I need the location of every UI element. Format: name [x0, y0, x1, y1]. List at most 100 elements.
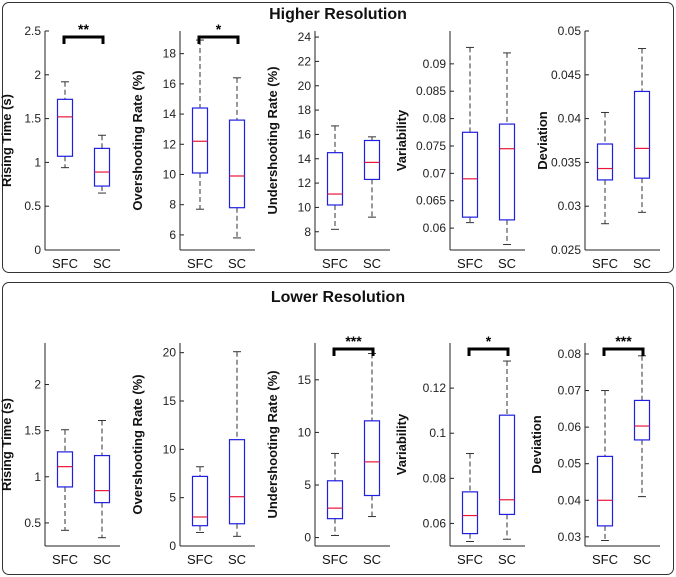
y-tick-label: 0.06 — [423, 516, 447, 530]
y-tick-label: 0.09 — [423, 57, 447, 71]
x-tick-label: SC — [228, 552, 246, 567]
box-iqr — [633, 90, 651, 179]
y-tick-label: 10 — [298, 425, 312, 439]
y-axis-label: Deviation — [529, 415, 544, 474]
y-tick-label: 0.03 — [558, 199, 582, 213]
y-tick-label: 0.075 — [416, 139, 446, 153]
subplot-7: 0 5 10 15 20 Overshooting Rate (%) SFC SC — [130, 343, 255, 567]
y-tick-label: 24 — [298, 30, 312, 44]
box-iqr — [633, 399, 651, 441]
y-tick-label: 0.5 — [24, 199, 41, 213]
y-tick-label: 0.045 — [551, 68, 581, 82]
box-iqr — [498, 123, 516, 221]
y-tick-label: 18 — [298, 103, 312, 117]
significance-stars: *** — [615, 333, 632, 349]
y-tick-label: 0 — [304, 531, 311, 545]
higher-resolution-panel — [2, 2, 674, 273]
x-tick-label: SC — [633, 256, 651, 271]
y-tick-label: 1.5 — [24, 424, 41, 438]
y-tick-label: 2.5 — [24, 24, 41, 38]
y-tick-label: 16 — [298, 127, 312, 141]
y-tick-label: 0.08 — [423, 471, 447, 485]
x-tick-label: SFC — [457, 256, 483, 271]
y-tick-label: 0.035 — [551, 155, 581, 169]
x-tick-label: SFC — [592, 552, 618, 567]
significance-stars: *** — [345, 333, 362, 349]
y-axis-label: Rising Time (s) — [0, 94, 14, 187]
y-axis-label: Rising Time (s) — [0, 398, 14, 491]
subplot-4: 0.06 0.065 0.07 0.075 0.08 0.085 0.09 Variabili… — [394, 31, 525, 271]
y-tick-label: 2 — [34, 68, 41, 82]
y-tick-label: 14 — [163, 107, 177, 121]
y-tick-label: 0 — [169, 539, 176, 553]
box-iqr — [93, 147, 111, 187]
box-iqr — [228, 119, 246, 209]
y-tick-label: 0.025 — [551, 243, 581, 257]
box-iqr — [596, 143, 614, 181]
significance-bracket — [197, 35, 240, 44]
subplot-2: 6 8 10 12 14 16 18 Overshooting Rate (%) SFC SC * — [130, 21, 255, 271]
y-tick-label: 15 — [298, 373, 312, 387]
y-tick-label: 12 — [163, 137, 177, 151]
panel-title-higher: Higher Resolution — [269, 6, 407, 23]
box-iqr — [56, 451, 74, 488]
subplot-8: 0 5 10 15 Undershooting Rate (%) SFC SC *** — [265, 333, 390, 567]
box-iqr — [326, 480, 344, 520]
box-iqr — [326, 152, 344, 206]
significance-bracket — [62, 35, 105, 44]
box-iqr — [191, 107, 209, 174]
subplot-1: 0 0.5 1 1.5 2 2.5 Rising Time (s) SFC SC ** — [0, 21, 120, 271]
y-tick-label: 10 — [163, 167, 177, 181]
box-iqr — [596, 455, 614, 527]
x-tick-label: SC — [228, 256, 246, 271]
x-tick-label: SC — [363, 256, 381, 271]
y-tick-label: 1.5 — [24, 112, 41, 126]
y-tick-label: 18 — [163, 47, 177, 61]
box-iqr — [228, 439, 246, 525]
y-tick-label: 12 — [298, 176, 312, 190]
y-tick-label: 0.06 — [423, 221, 447, 235]
x-tick-label: SC — [498, 256, 516, 271]
y-tick-label: 0 — [34, 243, 41, 257]
x-tick-label: SC — [363, 552, 381, 567]
y-tick-label: 0.05 — [558, 24, 582, 38]
x-tick-label: SFC — [322, 552, 348, 567]
box-iqr — [498, 414, 516, 516]
box-iqr — [461, 491, 479, 535]
y-axis-label: Overshooting Rate (%) — [130, 70, 145, 210]
y-tick-label: 8 — [169, 198, 176, 212]
y-tick-label: 5 — [304, 478, 311, 492]
x-tick-label: SFC — [52, 256, 78, 271]
y-tick-label: 0.04 — [558, 112, 582, 126]
y-axis-label: Variability — [394, 413, 409, 475]
box-iqr — [191, 475, 209, 527]
y-tick-label: 8 — [304, 225, 311, 239]
x-tick-label: SC — [93, 256, 111, 271]
y-tick-label: 0.08 — [558, 347, 582, 361]
y-tick-label: 0.07 — [423, 166, 447, 180]
y-tick-label: 0.5 — [24, 516, 41, 530]
significance-stars: ** — [78, 21, 89, 37]
y-tick-label: 0.03 — [558, 530, 582, 544]
y-tick-label: 2 — [34, 378, 41, 392]
box-iqr — [93, 454, 111, 504]
y-tick-label: 5 — [169, 491, 176, 505]
y-tick-label: 0.06 — [558, 420, 582, 434]
y-axis-label: Variability — [394, 109, 409, 171]
x-tick-label: SFC — [457, 552, 483, 567]
y-tick-label: 10 — [163, 442, 177, 456]
y-tick-label: 15 — [163, 394, 177, 408]
y-tick-label: 10 — [298, 200, 312, 214]
y-axis-label: Undershooting Rate (%) — [265, 370, 280, 518]
y-axis-label: Overshooting Rate (%) — [130, 374, 145, 514]
x-tick-label: SFC — [187, 256, 213, 271]
y-tick-label: 20 — [298, 79, 312, 93]
lower-resolution-panel — [2, 282, 674, 575]
box-iqr — [363, 139, 381, 181]
significance-stars: * — [216, 21, 222, 37]
subplot-9: 0.06 0.08 0.1 0.12 Variability SFC SC * — [394, 333, 525, 567]
x-tick-label: SFC — [322, 256, 348, 271]
y-tick-label: 14 — [298, 152, 312, 166]
